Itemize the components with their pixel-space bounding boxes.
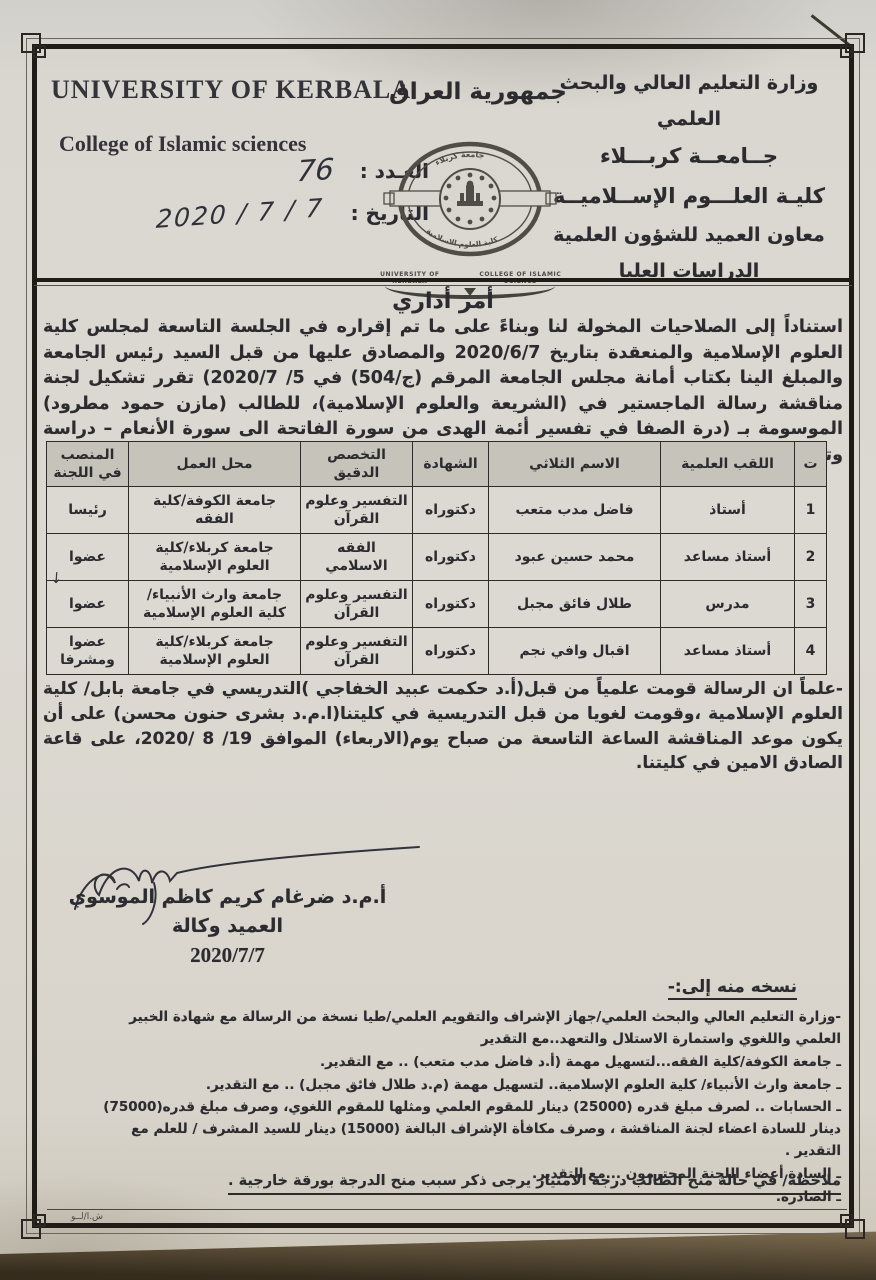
cell-academic-title: أستاذ مساعد — [660, 533, 795, 581]
republic-of-iraq: جمهورية العراق — [389, 79, 567, 105]
frame-corner-ornament — [840, 1214, 865, 1239]
signatory-name: أ.م.د ضرغام كريم كاظم الموسوي — [68, 886, 387, 908]
cell-full-name: اقبال وافي نجم — [488, 627, 661, 675]
cell-full-name: فاضل مدب متعب — [488, 486, 661, 534]
cell-position: عضوا ومشرفا — [46, 627, 129, 675]
cell-full-name: طلال فائق مجبل — [488, 580, 661, 628]
copy-item-accounts: ـ الحسابات .. لصرف مبلغ قدره (25000) دين… — [103, 1099, 841, 1160]
cell-workplace: جامعة كربلاء/كلية العلوم الإسلامية — [128, 627, 301, 675]
document-border-frame: وزارة التعليم العالي والبحث العلمي جــام… — [21, 33, 865, 1239]
copies-list: -وزارة التعليم العالي والبحث العلمي/جهاز… — [45, 1007, 841, 1210]
cell-degree: دكتوراه — [412, 580, 489, 628]
cell-degree: دكتوراه — [412, 533, 489, 581]
cell-position: عضوا ↓ — [46, 533, 129, 587]
handwritten-check-mark: ↓ — [49, 567, 64, 587]
col-header-academic-title: اللقب العلمية — [660, 441, 795, 487]
cell-no: 1 — [794, 486, 827, 534]
committee-table: ت اللقب العلمية الاسم الثلاثي الشهادة ال… — [46, 441, 827, 675]
frame-corner-ornament — [21, 1214, 46, 1239]
seal-underline-swoosh — [384, 286, 555, 299]
footer-note-text: ملاحظة/ في حالة منح الطالب درجة الامتياز… — [228, 1173, 841, 1195]
copies-heading: نسخه منه إلى:- — [667, 977, 797, 1000]
seal-graphic: جامعة كربلاء كلية العلوم الاسلامية — [382, 141, 557, 257]
cell-workplace: جامعة وارث الأنبياء/ كلية العلوم الإسلام… — [128, 580, 301, 628]
cell-no: 4 — [794, 627, 827, 675]
table-row: 4 أستاذ مساعد اقبال وافي نجم دكتوراه الت… — [46, 627, 827, 675]
cell-specialty: التفسير وعلوم القرآن — [300, 580, 413, 628]
university-line: جــامعــة كربـــلاء — [599, 144, 778, 169]
cell-degree: دكتوراه — [412, 627, 489, 675]
table-header-row: ت اللقب العلمية الاسم الثلاثي الشهادة ال… — [46, 441, 827, 487]
cell-specialty: التفسير وعلوم القرآن — [300, 627, 413, 675]
signature-date: 2020/7/7 — [190, 943, 265, 967]
col-header-specialty: التخصص الدقيق — [300, 441, 413, 487]
college-name-english: College of Islamic sciences — [59, 131, 307, 156]
col-header-no: ت — [794, 441, 827, 487]
cell-position: رئيسا — [46, 486, 129, 534]
table-row: 1 أستاذ فاضل مدب متعب دكتوراه التفسير وع… — [46, 486, 827, 534]
frame-corner-ornament — [21, 33, 46, 58]
handwritten-signature — [74, 846, 420, 925]
number-value-handwritten: 76 — [295, 151, 335, 189]
position-text: عضوا — [69, 548, 106, 565]
cell-workplace: جامعة كربلاء/كلية العلوم الإسلامية — [128, 533, 301, 581]
seal-arc-text-top: جامعة كربلاء — [433, 150, 485, 167]
footer-note: ملاحظة/ في حالة منح الطالب درجة الامتياز… — [67, 1173, 841, 1195]
cell-workplace: جامعة الكوفة/كلية الفقه — [128, 486, 301, 534]
table-row: 3 مدرس طلال فائق مجبل دكتوراه التفسير وع… — [46, 580, 827, 628]
copy-item-kufa: ـ جامعة الكوفة/كلية الفقه...لتسهيل مهمة … — [320, 1053, 841, 1070]
cell-full-name: محمد حسين عبود — [488, 533, 661, 581]
col-header-full-name: الاسم الثلاثي — [488, 441, 661, 487]
cell-degree: دكتوراه — [412, 486, 489, 534]
copy-item-warith: ـ جامعة وارث الأنبياء/ كلية العلوم الإسل… — [205, 1076, 841, 1093]
copy-item-outgoing: ـ الصادرة. — [775, 1188, 841, 1205]
signature-block: أ.م.د ضرغام كريم كاظم الموسوي العميد وكا… — [55, 883, 400, 972]
col-header-committee-position: المنصب في اللجنة — [46, 441, 129, 487]
cell-specialty: التفسير وعلوم القرآن — [300, 486, 413, 534]
cell-no: 2 — [794, 533, 827, 581]
cell-specialty: الفقه الاسلامي — [300, 533, 413, 581]
footer-rule — [47, 1209, 847, 1210]
university-name-english: UNIVERSITY OF KERBALA — [51, 75, 412, 104]
dean-assistant-line: معاون العميد للشؤون العلمية — [553, 223, 825, 246]
graduate-studies-line: الدراسات العليا — [618, 260, 760, 283]
order-title: أمر أداري — [392, 289, 494, 314]
col-header-degree: الشهادة — [412, 441, 489, 487]
university-seal-logo: جامعة كربلاء كلية العلوم الاسلامية UNIVE… — [367, 135, 572, 299]
date-value-handwritten: 2020 / 7 / 7 — [155, 193, 326, 234]
evaluation-paragraph: -علماً ان الرسالة قومت علمياً من قبل(أ.د… — [43, 679, 843, 774]
copy-item-ministry: -وزارة التعليم العالي والبحث العلمي/جهاز… — [129, 1009, 841, 1047]
cell-academic-title: أستاذ مساعد — [660, 627, 795, 675]
typist-initials: ش.ا/لــو — [71, 1212, 104, 1222]
copy-item-committee-members: ـ السادة أعضاء اللجنة المحترمون ...مع ال… — [532, 1166, 841, 1183]
ministry-line: وزارة التعليم العالي والبحث العلمي — [559, 72, 819, 131]
cell-academic-title: مدرس — [660, 580, 795, 628]
svg-text:جامعة كربلاء: جامعة كربلاء — [433, 150, 485, 167]
letterhead-arabic: وزارة التعليم العالي والبحث العلمي جــام… — [539, 65, 839, 289]
frame-corner-ornament — [840, 33, 865, 58]
college-line: كليـة العلـــوم الإســلاميــة — [553, 184, 825, 209]
header-divider-rule — [34, 278, 852, 286]
cell-academic-title: أستاذ — [660, 486, 795, 534]
col-header-workplace: محل العمل — [128, 441, 301, 487]
cell-no: 3 — [794, 580, 827, 628]
signatory-title: العميد وكالة — [171, 914, 284, 937]
cell-position: عضوا — [46, 580, 129, 628]
table-row: 2 أستاذ مساعد محمد حسين عبود دكتوراه الف… — [46, 533, 827, 587]
